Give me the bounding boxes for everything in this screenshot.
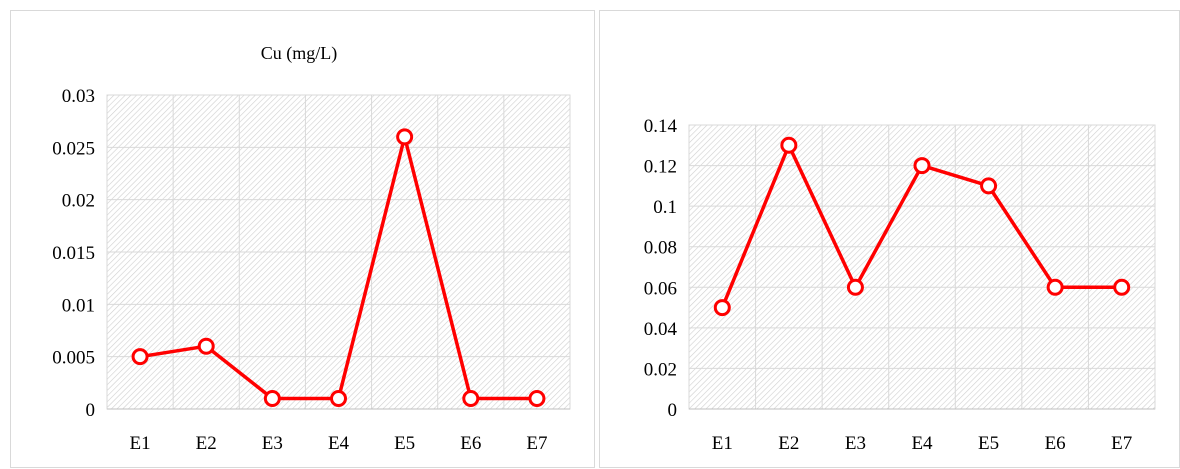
- data-point: [848, 280, 862, 294]
- x-tick-label: E7: [526, 433, 547, 454]
- x-tick-label: E6: [1045, 433, 1066, 454]
- x-tick-label: E3: [845, 433, 866, 454]
- y-tick-label: 0.02: [644, 359, 677, 380]
- line-chart-right: 0 0.02 0.04 0.06 0.08 0.1 0.12 0.14 E1 E2 E3 E4 E5 E6…: [600, 11, 1180, 469]
- chart-panel-right: 0 0.02 0.04 0.06 0.08 0.1 0.12 0.14 E1 E2 E3 E4 E5 E6…: [599, 10, 1180, 468]
- data-point: [133, 350, 147, 364]
- y-tick-label: 0.025: [52, 138, 95, 159]
- chart-panel-left: Cu (mg/L) 0 0.005 0.01 0.015 0.02 0.025 0.03 E1…: [10, 10, 595, 468]
- y-tick-label: 0.12: [644, 157, 677, 178]
- x-tick-label: E6: [460, 433, 481, 454]
- data-point: [464, 392, 478, 406]
- x-tick-label: E4: [911, 433, 933, 454]
- data-point: [715, 301, 729, 315]
- y-tick-label: 0.005: [52, 348, 95, 369]
- y-tick-label: 0.08: [644, 238, 677, 259]
- data-point: [782, 138, 796, 152]
- data-point: [398, 130, 412, 144]
- x-tick-label: E5: [978, 433, 999, 454]
- data-point: [1115, 280, 1129, 294]
- data-point: [265, 392, 279, 406]
- x-tick-label: E2: [196, 433, 217, 454]
- y-tick-label: 0: [86, 400, 96, 421]
- x-tick-label: E7: [1111, 433, 1132, 454]
- chart-title: Cu (mg/L): [261, 43, 338, 64]
- y-tick-label: 0.01: [62, 295, 95, 316]
- x-tick-label: E5: [394, 433, 415, 454]
- y-tick-label: 0.02: [62, 191, 95, 212]
- data-point: [1048, 280, 1062, 294]
- y-tick-label: 0.06: [644, 278, 677, 299]
- data-point: [199, 339, 213, 353]
- x-tick-label: E1: [130, 433, 151, 454]
- x-tick-label: E3: [262, 433, 283, 454]
- x-tick-label: E2: [778, 433, 799, 454]
- data-point: [982, 179, 996, 193]
- y-tick-label: 0.1: [653, 197, 677, 218]
- y-tick-label: 0: [668, 400, 678, 421]
- x-tick-label: E4: [328, 433, 350, 454]
- data-point: [915, 159, 929, 173]
- y-tick-label: 0.015: [52, 243, 95, 264]
- cu-line-chart: Cu (mg/L) 0 0.005 0.01 0.015 0.02 0.025 0.03 E1…: [11, 11, 596, 469]
- data-point: [530, 392, 544, 406]
- y-tick-label: 0.03: [62, 86, 95, 107]
- y-tick-label: 0.14: [644, 116, 678, 137]
- x-tick-label: E1: [712, 433, 733, 454]
- data-point: [332, 392, 346, 406]
- y-tick-label: 0.04: [644, 319, 678, 340]
